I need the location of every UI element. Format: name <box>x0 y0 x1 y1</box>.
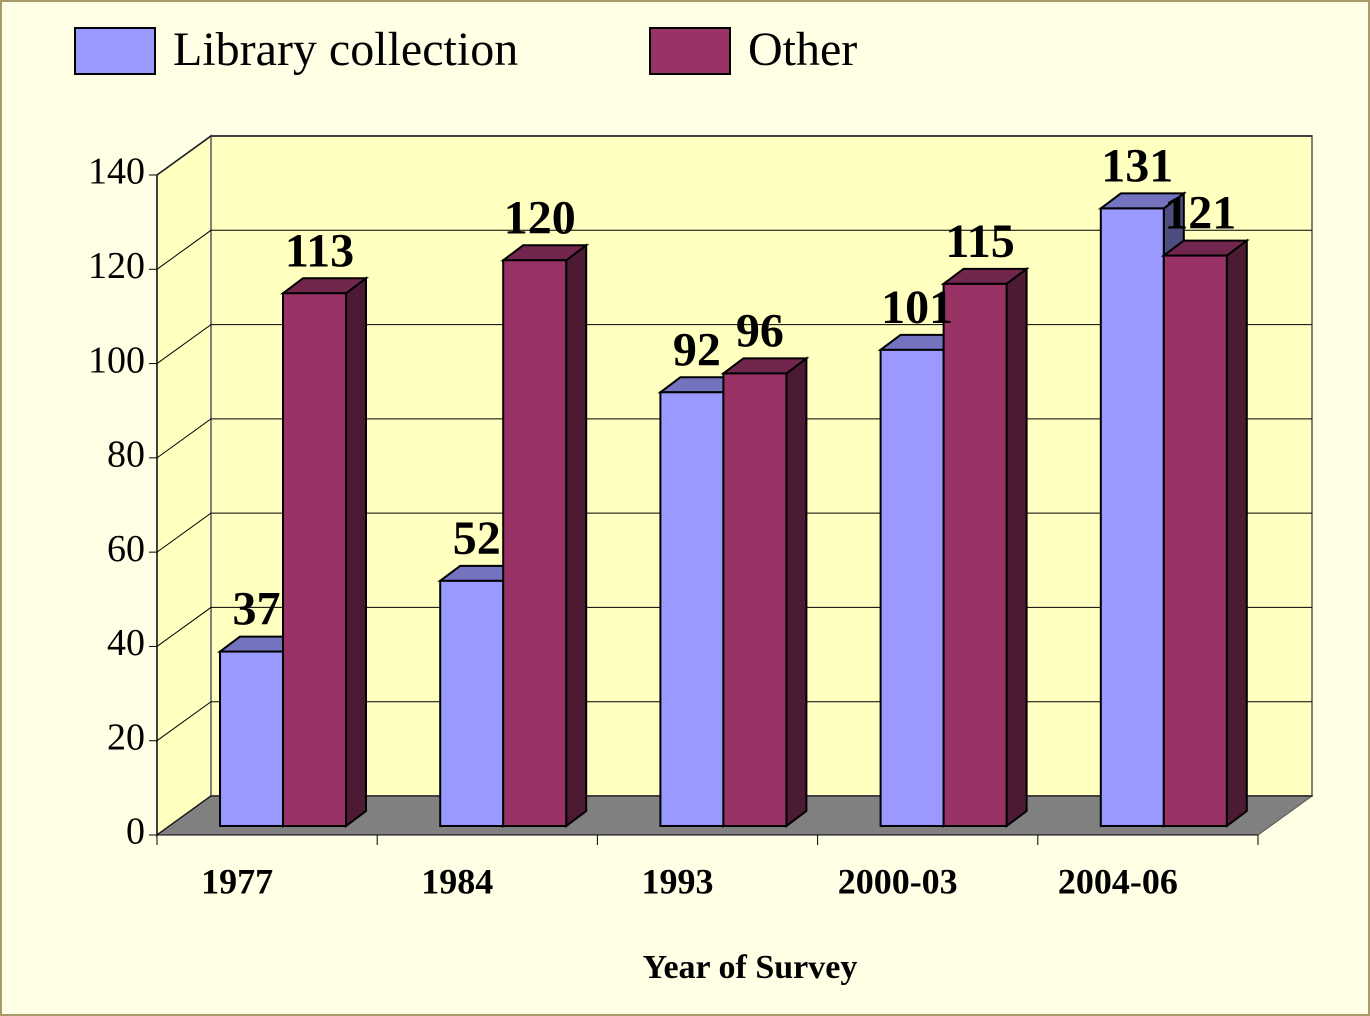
y-tick-label: 120 <box>88 245 145 287</box>
bar-side <box>1225 238 1248 828</box>
bar-side <box>565 243 588 828</box>
value-label: 115 <box>945 215 1014 268</box>
value-label: 131 <box>1101 139 1173 192</box>
legend-swatch <box>649 27 731 75</box>
bar <box>942 282 1008 828</box>
bar-side <box>1005 266 1028 828</box>
legend-label: Library collection <box>173 23 518 76</box>
x-tick-label: 1993 <box>642 861 714 901</box>
y-tick-label: 40 <box>107 622 145 664</box>
y-tick-label: 140 <box>88 151 145 193</box>
y-tick-label: 80 <box>107 434 145 476</box>
legend-swatch <box>74 27 156 75</box>
y-tick-label: 0 <box>126 811 145 853</box>
side-wall <box>156 134 212 837</box>
bar <box>879 348 945 827</box>
x-tick-label: 1984 <box>421 861 493 901</box>
bar-side <box>785 356 808 828</box>
bar <box>282 292 347 827</box>
value-label: 96 <box>736 304 784 357</box>
grid-line <box>156 229 1312 270</box>
value-label: 37 <box>233 583 281 636</box>
x-axis-title: Year of Survey <box>643 949 858 986</box>
grid-line <box>156 135 1312 176</box>
x-tick-label: 2000-03 <box>838 861 958 901</box>
value-label: 52 <box>453 512 501 565</box>
y-tick-label: 20 <box>107 716 145 758</box>
value-label: 92 <box>673 323 721 376</box>
x-tick-label: 2004-06 <box>1058 861 1178 901</box>
y-tick-label: 100 <box>88 339 145 381</box>
x-tick-label: 1977 <box>201 861 273 901</box>
value-label: 113 <box>285 224 354 277</box>
legend-label: Other <box>748 23 857 76</box>
y-tick-label: 60 <box>107 528 145 570</box>
bar <box>722 372 788 827</box>
value-label: 101 <box>881 281 953 334</box>
bar <box>439 579 505 827</box>
bar <box>659 391 725 827</box>
bar-side <box>345 276 367 828</box>
value-label: 120 <box>504 191 576 244</box>
bar <box>1099 207 1165 827</box>
bar <box>502 259 568 827</box>
value-label: 121 <box>1164 187 1236 240</box>
bar <box>1162 254 1228 828</box>
bar <box>219 650 284 827</box>
